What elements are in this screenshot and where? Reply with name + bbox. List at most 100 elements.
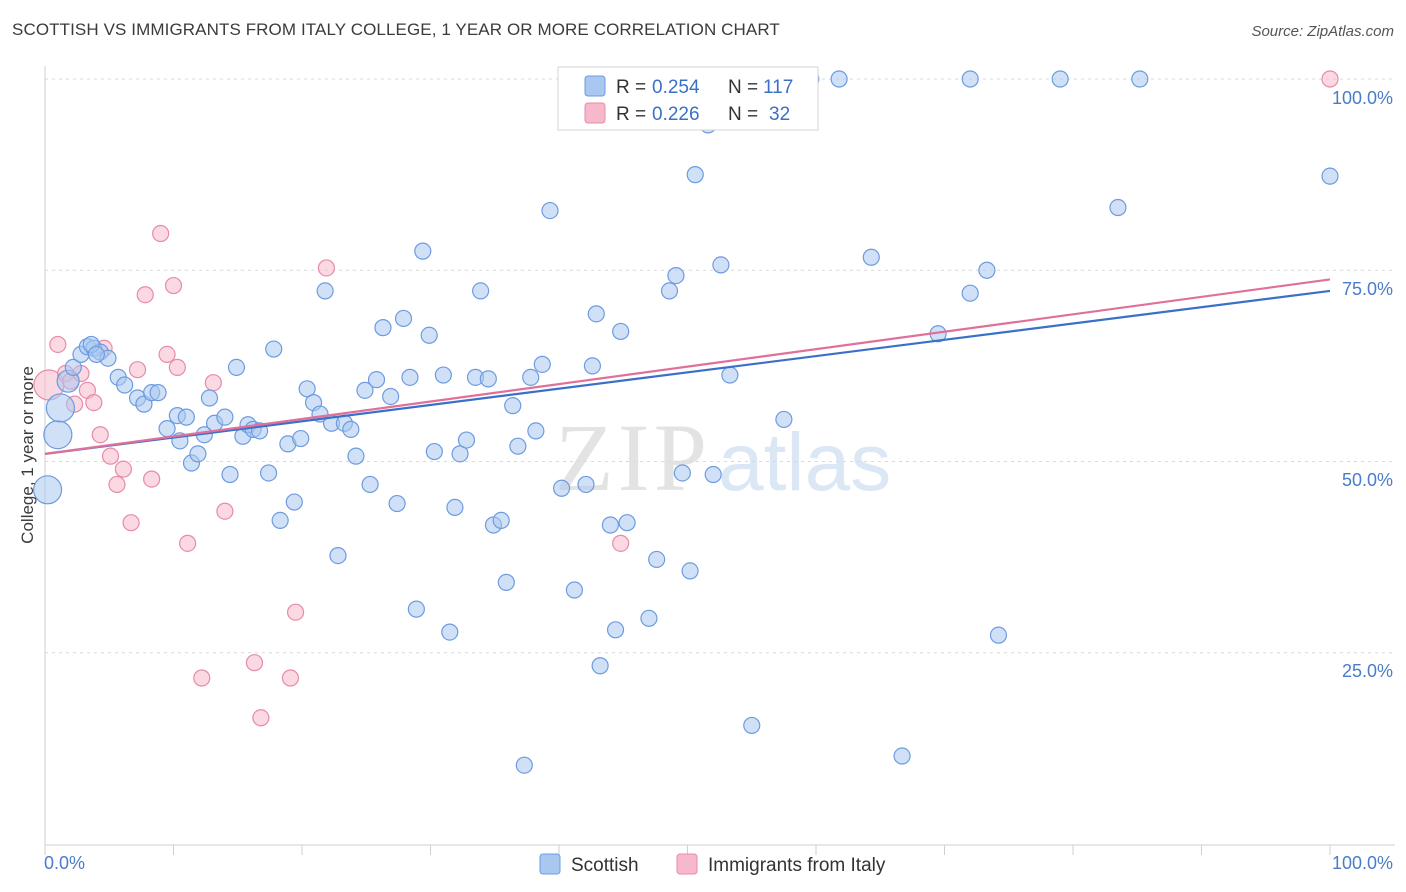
gridlines: [45, 78, 1395, 654]
scottish-point-43: [329, 546, 347, 565]
bottom-legend-swatch-italy: [676, 853, 698, 875]
x-tick-label-0: 0.0%: [44, 853, 85, 873]
scottish-point-96: [704, 465, 722, 484]
scottish-point-105: [893, 747, 911, 765]
scottish-point-33: [265, 340, 283, 358]
y-tick-label-50: 50.0%: [1342, 470, 1393, 490]
y-tick-label-100: 100.0%: [1332, 88, 1393, 108]
italy-point-21: [179, 534, 197, 552]
italy-point-12: [114, 460, 132, 478]
scottish-point-109: [978, 261, 996, 279]
scottish-point-114: [1321, 167, 1339, 185]
scottish-point-48: [361, 475, 379, 494]
scottish-point-99: [743, 716, 761, 735]
italy-point-13: [122, 514, 140, 532]
scottish-point-93: [681, 562, 699, 580]
legend-swatch-scottish: [584, 75, 606, 97]
scottish-point-34: [271, 511, 289, 530]
scottish-point-37: [292, 429, 310, 448]
scottish-point-79: [565, 581, 584, 599]
scottish-point-61: [446, 498, 464, 516]
scottish-point-0: [32, 475, 63, 505]
italy-point-1: [49, 335, 67, 354]
scottish-point-49: [367, 371, 386, 389]
italy-point-23: [204, 374, 222, 392]
scottish-point-15: [149, 384, 167, 402]
scottish-point-87: [618, 514, 636, 532]
scottish-point-2: [45, 393, 76, 423]
scottish-point-36: [285, 493, 303, 511]
scottish-point-86: [612, 322, 630, 341]
scottish-point-47: [356, 381, 374, 399]
scottish-point-89: [648, 550, 666, 569]
scottish-point-54: [401, 368, 419, 386]
scottish-point-27: [227, 358, 246, 377]
scottish-point-25: [216, 408, 234, 426]
scottish-point-113: [1131, 70, 1149, 88]
scottish-point-68: [492, 511, 510, 530]
italy-point-10: [101, 447, 120, 465]
scottish-point-72: [515, 756, 533, 774]
scottish-point-90: [660, 282, 679, 300]
scottish-point-84: [601, 516, 620, 534]
x-tick-label-100: 100.0%: [1332, 853, 1393, 873]
scottish-point-26: [221, 465, 239, 484]
italy-point-29: [317, 259, 336, 277]
scottish-point-69: [497, 573, 515, 591]
scottish-point-60: [441, 623, 459, 641]
scottish-point-75: [533, 355, 551, 373]
legend-n-label-scottish: N =: [728, 77, 758, 98]
italy-point-28: [286, 603, 305, 621]
scottish-point-111: [1051, 70, 1069, 88]
y-tick-label-75: 75.0%: [1342, 279, 1393, 299]
scottish-point-81: [583, 357, 602, 375]
bottom-legend-swatch-scottish: [539, 853, 561, 875]
axes: [44, 66, 1395, 855]
scottish-point-1: [43, 420, 73, 450]
scottish-point-70: [504, 397, 522, 415]
watermark-zip: ZIP: [555, 404, 711, 511]
scottish-point-112: [1109, 198, 1127, 217]
scottish-point-63: [457, 431, 476, 449]
scottish-point-57: [420, 326, 438, 344]
legend-r-label-italy: R =: [616, 104, 646, 125]
bottom-legend: Scottish Immigrants from Italy: [539, 853, 886, 876]
legend-n-value-scottish: 117: [763, 77, 793, 98]
italy-point-26: [252, 709, 270, 727]
scottish-point-56: [414, 242, 432, 260]
scottish-point-66: [479, 370, 497, 388]
scottish-point-58: [425, 442, 443, 461]
chart-title: SCOTTISH VS IMMIGRANTS FROM ITALY COLLEG…: [12, 20, 780, 39]
italy-point-31: [1321, 70, 1339, 88]
scottish-trend-line: [44, 289, 1331, 455]
chart-source: Source: ZipAtlas.com: [1251, 23, 1394, 40]
scottish-point-116: [87, 345, 106, 363]
italy-point-8: [91, 426, 109, 444]
scottish-point-94: [686, 166, 704, 184]
scottish-point-71: [509, 437, 527, 455]
scottish-point-55: [407, 600, 425, 618]
scottish-point-110: [989, 626, 1008, 644]
bottom-legend-label-italy: Immigrants from Italy: [708, 855, 886, 876]
italy-point-18: [158, 345, 176, 363]
scottish-point-83: [591, 657, 609, 675]
scottish-point-59: [434, 366, 452, 384]
italy-point-14: [128, 361, 147, 379]
scottish-point-74: [527, 422, 545, 440]
italy-point-22: [193, 669, 211, 687]
italy-trend-line: [44, 278, 1331, 455]
trend-lines: [44, 278, 1331, 455]
scottish-point-11: [116, 376, 134, 394]
scottish-point-51: [382, 387, 400, 406]
italy-point-16: [143, 470, 161, 488]
legend: R = 0.254 N = 117 R = 0.226 N = 32: [557, 66, 819, 131]
legend-r-value-italy: 0.226: [652, 104, 700, 125]
scottish-point-38: [298, 380, 316, 398]
scottish-point-92: [673, 464, 691, 482]
scottish-point-45: [342, 420, 360, 438]
italy-point-25: [245, 654, 264, 672]
legend-n-label-italy: N =: [728, 104, 758, 125]
italy-point-20: [168, 358, 186, 377]
scottish-point-98: [721, 366, 739, 384]
scottish-point-76: [541, 201, 559, 220]
